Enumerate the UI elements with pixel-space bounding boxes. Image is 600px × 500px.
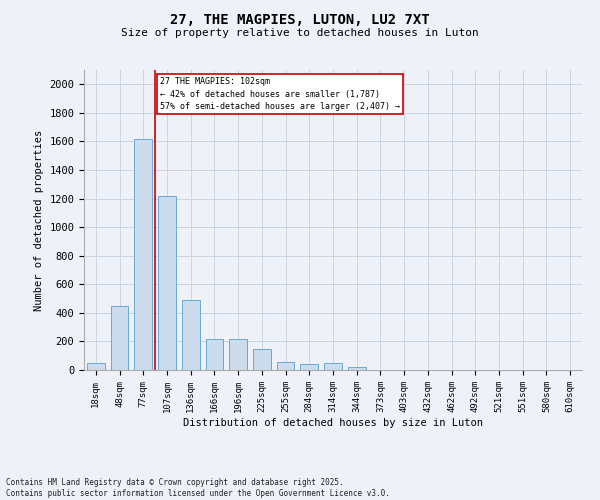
Bar (182, 300, 200, 370)
Bar (206, 340, 223, 370)
Bar (324, 363, 342, 370)
Bar (253, 348, 271, 370)
X-axis label: Distribution of detached houses by size in Luton: Distribution of detached houses by size … (183, 418, 483, 428)
Bar (301, 364, 318, 370)
Bar (158, 196, 176, 370)
Bar (134, 138, 152, 370)
Bar (229, 340, 247, 370)
Text: 27, THE MAGPIES, LUTON, LU2 7XT: 27, THE MAGPIES, LUTON, LU2 7XT (170, 12, 430, 26)
Text: 27 THE MAGPIES: 102sqm
← 42% of detached houses are smaller (1,787)
57% of semi-: 27 THE MAGPIES: 102sqm ← 42% of detached… (160, 77, 400, 111)
Y-axis label: Number of detached properties: Number of detached properties (34, 130, 44, 310)
Text: Contains HM Land Registry data © Crown copyright and database right 2025.
Contai: Contains HM Land Registry data © Crown c… (6, 478, 390, 498)
Bar (87, 363, 105, 370)
Text: Size of property relative to detached houses in Luton: Size of property relative to detached ho… (121, 28, 479, 38)
Bar (277, 362, 295, 370)
Bar (110, 306, 128, 370)
Bar (348, 367, 365, 370)
